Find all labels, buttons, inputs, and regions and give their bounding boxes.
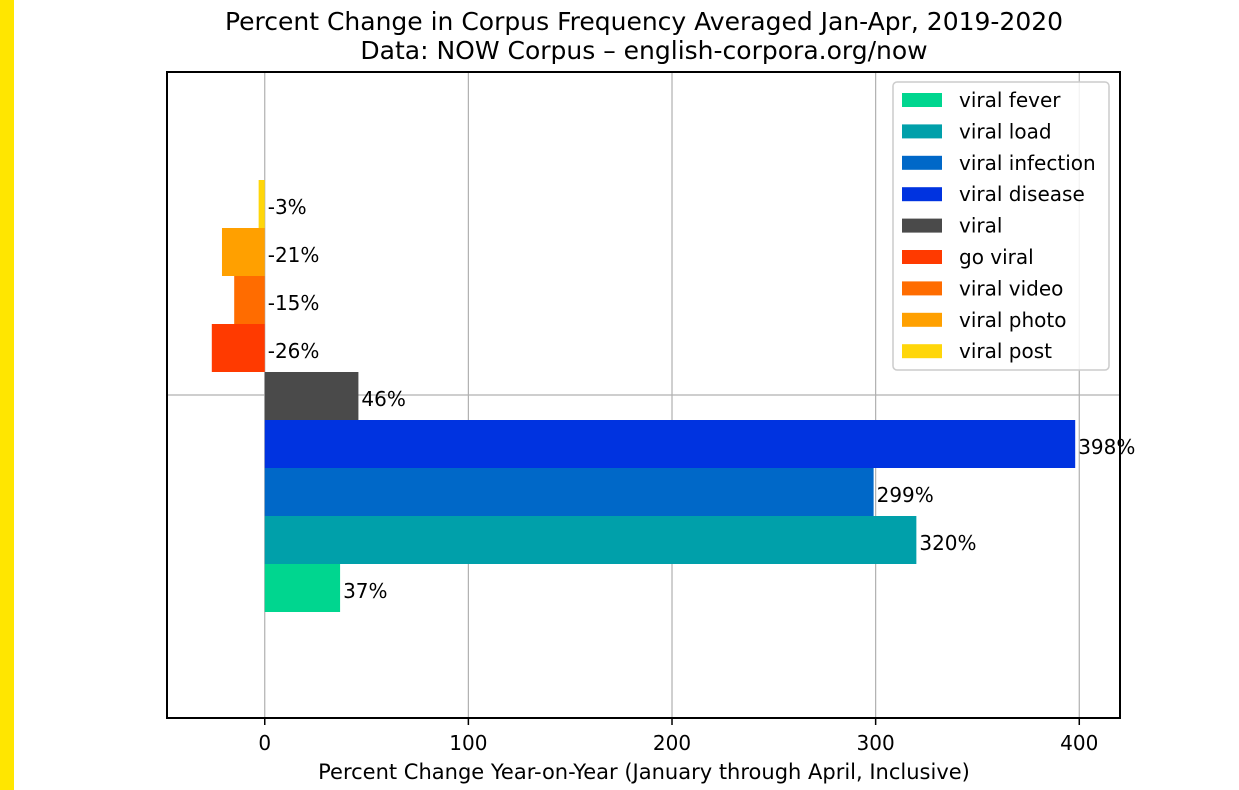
legend-label: viral disease bbox=[959, 182, 1085, 206]
legend-item: viral infection bbox=[902, 151, 1096, 175]
bars bbox=[211, 180, 1076, 612]
legend-swatch bbox=[902, 250, 942, 264]
legend-label: viral load bbox=[959, 119, 1052, 143]
legend-item: viral load bbox=[902, 119, 1052, 143]
legend-label: go viral bbox=[959, 245, 1034, 269]
bar bbox=[264, 420, 1076, 468]
bar-value-label: -15% bbox=[268, 291, 320, 315]
legend-label: viral photo bbox=[959, 308, 1066, 332]
bar-value-label: 46% bbox=[361, 387, 405, 411]
bar bbox=[264, 468, 874, 516]
bar-value-label: 37% bbox=[343, 579, 387, 603]
legend-item: viral disease bbox=[902, 182, 1085, 206]
legend-swatch bbox=[902, 344, 942, 359]
bar bbox=[264, 516, 917, 564]
bar-value-label: 398% bbox=[1078, 435, 1135, 459]
x-axis: 0 100 200 300 400 bbox=[258, 718, 1098, 755]
bar-value-label: -26% bbox=[268, 339, 320, 363]
legend-swatch bbox=[902, 218, 942, 233]
x-axis-label: Percent Change Year-on-Year (January thr… bbox=[318, 760, 970, 784]
x-tick-label: 100 bbox=[449, 731, 487, 755]
bar-value-label: 299% bbox=[877, 483, 934, 507]
legend-item: viral post bbox=[902, 339, 1052, 363]
legend-box bbox=[892, 81, 1110, 371]
left-accent-band bbox=[0, 0, 14, 790]
legend: viral fever viral load viral infection vira… bbox=[892, 81, 1110, 371]
legend-item: viral photo bbox=[902, 308, 1066, 332]
legend-label: viral bbox=[959, 214, 1002, 238]
legend-item: viral video bbox=[902, 276, 1063, 300]
legend-label: viral video bbox=[959, 276, 1063, 300]
bar-value-label: 320% bbox=[919, 531, 976, 555]
bar bbox=[264, 564, 341, 612]
legend-item: viral bbox=[902, 214, 1002, 238]
bar-value-label: -21% bbox=[268, 243, 320, 267]
chart-title: Percent Change in Corpus Frequency Avera… bbox=[225, 7, 1063, 36]
bar-labels: 37% 320% 299% 398% 46% -26% -15% -21% -3% bbox=[268, 195, 1136, 603]
legend-label: viral post bbox=[959, 339, 1052, 363]
bar bbox=[211, 324, 265, 372]
x-tick-label: 0 bbox=[258, 731, 271, 755]
legend-label: viral infection bbox=[959, 151, 1096, 175]
plot-frame bbox=[166, 71, 1121, 719]
legend-swatch bbox=[902, 281, 942, 296]
x-tick-label: 200 bbox=[653, 731, 691, 755]
legend-item: viral fever bbox=[902, 88, 1061, 112]
bar bbox=[221, 228, 265, 276]
legend-swatch bbox=[902, 155, 942, 170]
legend-item: go viral bbox=[902, 245, 1034, 269]
legend-label: viral fever bbox=[959, 88, 1061, 112]
legend-swatch bbox=[902, 93, 942, 107]
bar bbox=[264, 372, 359, 420]
bar bbox=[258, 180, 265, 228]
bar-value-label: -3% bbox=[268, 195, 307, 219]
legend-swatch bbox=[902, 187, 942, 202]
bar bbox=[234, 276, 265, 324]
x-tick-label: 300 bbox=[857, 731, 895, 755]
x-tick-label: 400 bbox=[1060, 731, 1098, 755]
legend-swatch bbox=[902, 124, 942, 139]
legend-swatch bbox=[902, 312, 942, 327]
chart-subtitle: Data: NOW Corpus – english-corpora.org/n… bbox=[360, 36, 927, 65]
